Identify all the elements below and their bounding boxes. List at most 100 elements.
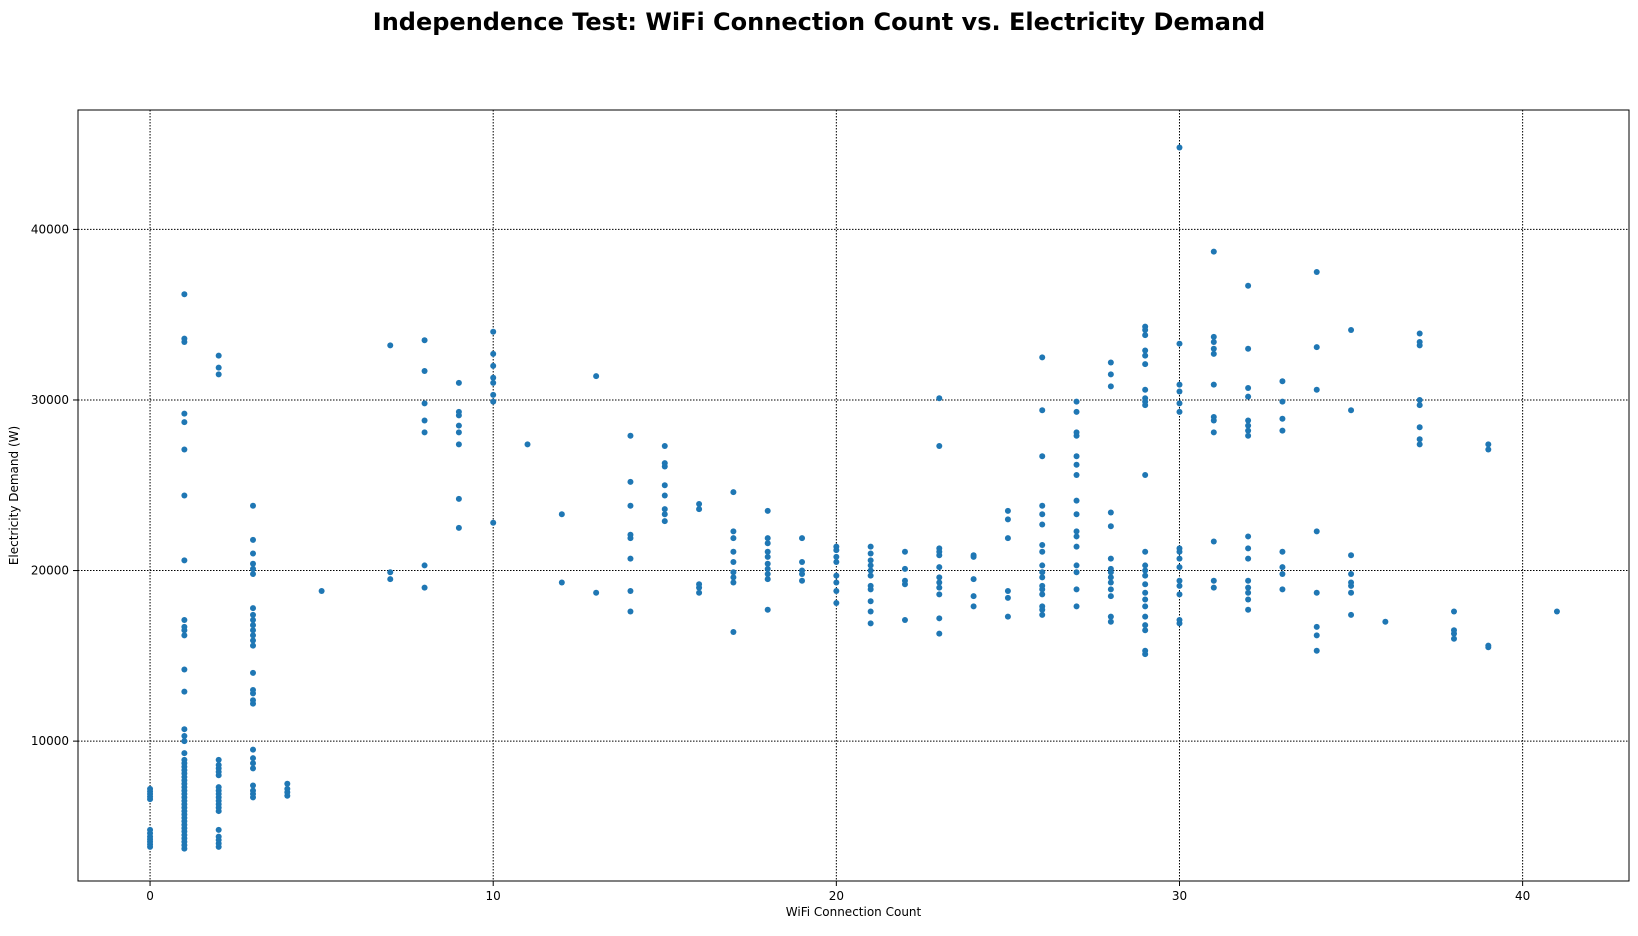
data-point-90 [250, 669, 257, 676]
data-point-131 [490, 379, 497, 386]
data-point-255 [1073, 533, 1080, 540]
data-point-284 [1142, 613, 1149, 620]
data-point-242 [1039, 548, 1046, 555]
x-tick-label-1: 10 [486, 889, 501, 903]
data-point-278 [1107, 371, 1114, 378]
data-point-183 [799, 567, 806, 574]
data-point-324 [1210, 414, 1217, 421]
data-point-189 [833, 572, 840, 579]
data-point-91 [250, 642, 257, 649]
data-point-327 [1210, 345, 1217, 352]
data-point-205 [901, 617, 908, 624]
data-point-202 [867, 557, 874, 564]
data-point-320 [1210, 577, 1217, 584]
data-point-169 [730, 528, 737, 535]
data-point-160 [696, 506, 703, 513]
data-point-246 [1039, 502, 1046, 509]
data-point-122 [455, 441, 462, 448]
data-point-157 [696, 589, 703, 596]
data-point-353 [1279, 398, 1286, 405]
data-point-52 [181, 419, 188, 426]
data-point-214 [936, 579, 943, 586]
data-point-359 [1313, 528, 1320, 535]
data-point-357 [1313, 623, 1320, 630]
data-point-161 [696, 501, 703, 508]
data-point-168 [730, 535, 737, 542]
data-point-76 [215, 364, 222, 371]
data-point-210 [936, 630, 943, 637]
data-point-265 [1073, 398, 1080, 405]
data-point-162 [730, 628, 737, 635]
data-point-331 [1245, 606, 1252, 613]
data-point-298 [1142, 361, 1149, 368]
data-point-256 [1073, 528, 1080, 535]
data-point-326 [1210, 350, 1217, 357]
data-point-387 [1485, 441, 1492, 448]
data-point-130 [490, 391, 497, 398]
axis-ticks: 0 10 20 30 40 10000 20000 30000 40000 [31, 222, 1530, 903]
data-point-111 [387, 569, 394, 576]
data-point-330 [1210, 248, 1217, 255]
data-point-239 [1039, 574, 1046, 581]
data-point-243 [1039, 541, 1046, 548]
data-point-254 [1073, 543, 1080, 550]
data-point-45 [181, 632, 188, 639]
data-point-185 [799, 535, 806, 542]
data-point-306 [1176, 591, 1183, 598]
data-point-276 [1107, 509, 1114, 516]
data-point-136 [524, 441, 531, 448]
data-point-313 [1176, 408, 1183, 415]
data-point-385 [1485, 642, 1492, 649]
data-point-293 [1142, 472, 1149, 479]
data-point-287 [1142, 589, 1149, 596]
data-point-344 [1245, 385, 1252, 392]
data-point-166 [730, 559, 737, 566]
data-point-141 [627, 608, 634, 615]
data-point-351 [1279, 427, 1286, 434]
data-point-319 [1210, 584, 1217, 591]
data-point-221 [936, 395, 943, 402]
data-point-85 [250, 746, 257, 753]
data-point-146 [627, 502, 634, 509]
data-point-89 [250, 686, 257, 693]
data-point-51 [181, 446, 188, 453]
data-point-261 [1073, 453, 1080, 460]
data-point-137 [558, 579, 565, 586]
data-point-38 [181, 756, 188, 763]
data-point-277 [1107, 383, 1114, 390]
data-point-107 [284, 785, 291, 792]
plot-frame [77, 109, 1630, 882]
x-tick-label-3: 30 [1172, 889, 1187, 903]
data-point-364 [1348, 589, 1355, 596]
data-point-291 [1142, 562, 1149, 569]
data-point-318 [1176, 144, 1183, 151]
data-point-96 [250, 617, 257, 624]
data-point-236 [1039, 591, 1046, 598]
data-point-49 [181, 557, 188, 564]
data-point-50 [181, 492, 188, 499]
gridlines [78, 110, 1629, 881]
data-point-373 [1416, 436, 1423, 443]
data-point-180 [764, 507, 771, 514]
data-point-47 [181, 623, 188, 630]
data-point-308 [1176, 577, 1183, 584]
data-point-200 [867, 567, 874, 574]
data-point-150 [661, 511, 668, 518]
data-point-370 [1348, 327, 1355, 334]
data-point-310 [1176, 555, 1183, 562]
data-point-143 [627, 555, 634, 562]
data-point-231 [1004, 516, 1011, 523]
data-point-274 [1107, 555, 1114, 562]
data-point-176 [764, 553, 771, 560]
data-point-215 [936, 574, 943, 581]
data-point-382 [1450, 627, 1457, 634]
data-point-147 [627, 478, 634, 485]
data-point-139 [593, 589, 600, 596]
data-point-123 [455, 429, 462, 436]
data-point-362 [1313, 269, 1320, 276]
x-tick-label-2: 20 [829, 889, 844, 903]
data-point-349 [1279, 564, 1286, 571]
data-point-93 [250, 632, 257, 639]
